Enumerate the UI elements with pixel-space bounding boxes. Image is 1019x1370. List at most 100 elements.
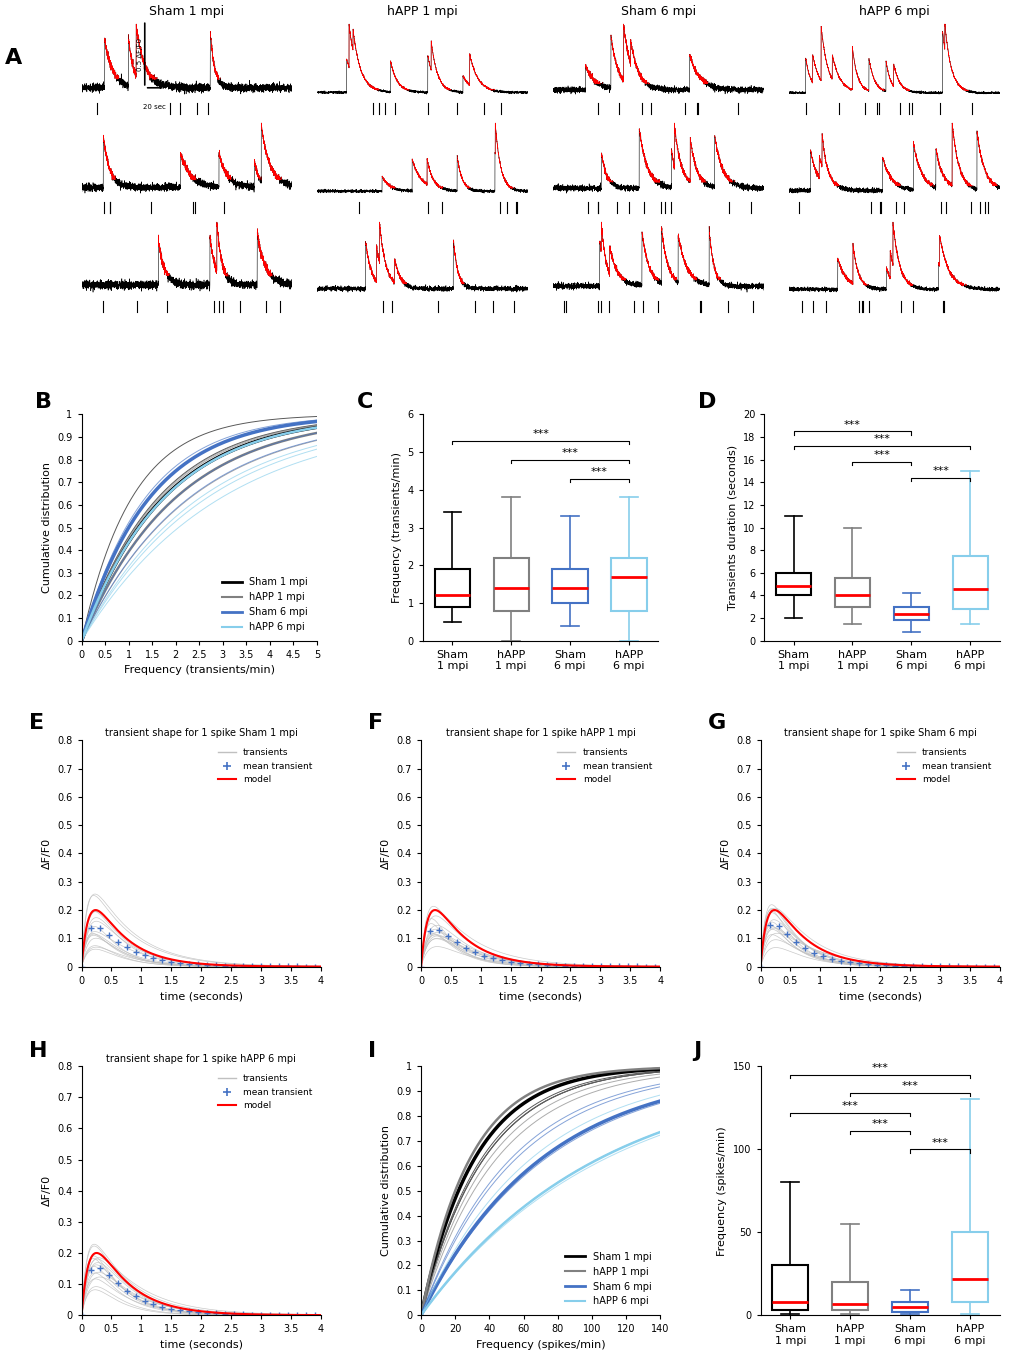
model	[926, 958, 938, 974]
Text: ***: ***	[871, 1119, 888, 1129]
model	[833, 948, 845, 964]
Y-axis label: Transients duration (seconds): Transients duration (seconds)	[727, 445, 737, 610]
PathPatch shape	[893, 607, 928, 621]
Y-axis label: ΔF/F0: ΔF/F0	[719, 838, 730, 869]
mean transient	[933, 958, 946, 974]
mean transient	[531, 956, 543, 973]
PathPatch shape	[892, 1302, 927, 1312]
X-axis label: time (seconds): time (seconds)	[160, 1340, 243, 1349]
mean transient	[237, 958, 250, 974]
Title: transient shape for 1 spike hAPP 6 mpi: transient shape for 1 spike hAPP 6 mpi	[106, 1054, 296, 1064]
mean transient	[309, 959, 321, 975]
mean transient	[612, 958, 625, 974]
mean transient	[441, 927, 453, 944]
mean transient	[898, 958, 910, 974]
model	[653, 959, 665, 975]
mean transient	[853, 955, 865, 971]
mean transient	[523, 955, 535, 971]
Y-axis label: ΔF/F0: ΔF/F0	[42, 1175, 52, 1206]
mean transient	[120, 940, 132, 956]
PathPatch shape	[552, 569, 587, 603]
Legend: transients, mean transient, model: transients, mean transient, model	[214, 1071, 316, 1114]
Text: G: G	[707, 714, 726, 733]
mean transient	[924, 958, 936, 974]
mean transient	[183, 955, 196, 971]
mean transient	[762, 917, 774, 933]
Text: ***: ***	[841, 1101, 858, 1111]
mean transient	[540, 956, 552, 973]
mean transient	[879, 958, 892, 974]
mean transient	[477, 947, 489, 963]
mean transient	[75, 959, 88, 975]
Title: transient shape for 1 spike hAPP 1 mpi: transient shape for 1 spike hAPP 1 mpi	[445, 727, 635, 738]
mean transient	[450, 934, 463, 951]
model	[154, 948, 166, 964]
mean transient	[951, 958, 963, 974]
Legend: Sham 1 mpi, hAPP 1 mpi, Sham 6 mpi, hAPP 6 mpi: Sham 1 mpi, hAPP 1 mpi, Sham 6 mpi, hAPP…	[561, 1248, 654, 1310]
mean transient	[504, 954, 517, 970]
model	[170, 952, 182, 969]
PathPatch shape	[610, 558, 646, 611]
model	[415, 959, 427, 975]
model	[905, 958, 917, 974]
model	[444, 915, 457, 932]
Title: hAPP 1 mpi: hAPP 1 mpi	[387, 5, 458, 18]
mean transient	[139, 947, 151, 963]
model	[249, 958, 261, 974]
mean transient	[415, 959, 427, 975]
Legend: Sham 1 mpi, hAPP 1 mpi, Sham 6 mpi, hAPP 6 mpi: Sham 1 mpi, hAPP 1 mpi, Sham 6 mpi, hAPP…	[218, 574, 312, 636]
Y-axis label: Cumulative distribution: Cumulative distribution	[381, 1125, 390, 1256]
Title: transient shape for 1 spike Sham 6 mpi: transient shape for 1 spike Sham 6 mpi	[783, 727, 975, 738]
PathPatch shape	[493, 558, 528, 611]
Legend: transients, mean transient, model: transients, mean transient, model	[214, 745, 316, 788]
PathPatch shape	[834, 578, 869, 607]
Text: F: F	[368, 714, 383, 733]
model	[250, 958, 262, 974]
Text: ***: ***	[532, 429, 548, 440]
mean transient	[147, 949, 159, 966]
mean transient	[558, 958, 571, 974]
Text: A: A	[5, 48, 22, 68]
mean transient	[790, 934, 802, 951]
mean transient	[943, 958, 955, 974]
mean transient	[129, 944, 142, 960]
Text: C: C	[357, 392, 373, 412]
Line: mean transient: mean transient	[757, 922, 996, 970]
mean transient	[246, 958, 258, 974]
Text: ***: ***	[561, 448, 578, 458]
Text: ***: ***	[590, 467, 607, 477]
X-axis label: time (seconds): time (seconds)	[838, 992, 920, 1001]
mean transient	[460, 940, 472, 956]
mean transient	[273, 958, 285, 974]
mean transient	[630, 958, 642, 974]
Y-axis label: Frequency (spikes/min): Frequency (spikes/min)	[716, 1126, 727, 1255]
Text: ***: ***	[931, 466, 949, 475]
mean transient	[799, 940, 811, 956]
Title: hAPP 6 mpi: hAPP 6 mpi	[858, 5, 928, 18]
Line: model: model	[760, 910, 999, 967]
Text: ***: ***	[930, 1137, 948, 1148]
mean transient	[978, 959, 990, 975]
Text: 0.5 ΔF/F0: 0.5 ΔF/F0	[137, 37, 143, 71]
mean transient	[754, 959, 766, 975]
mean transient	[290, 958, 303, 974]
mean transient	[960, 958, 972, 974]
model	[754, 959, 766, 975]
model	[849, 952, 861, 969]
mean transient	[603, 958, 615, 974]
Text: B: B	[35, 392, 52, 412]
model	[75, 959, 88, 975]
X-axis label: time (seconds): time (seconds)	[160, 992, 243, 1001]
mean transient	[987, 959, 1000, 975]
mean transient	[621, 958, 633, 974]
mean transient	[576, 958, 588, 974]
Line: model: model	[421, 910, 659, 967]
Title: transient shape for 1 spike Sham 1 mpi: transient shape for 1 spike Sham 1 mpi	[105, 727, 298, 738]
Text: ***: ***	[871, 1063, 888, 1073]
mean transient	[201, 956, 213, 973]
Legend: transients, mean transient, model: transients, mean transient, model	[893, 745, 995, 788]
mean transient	[514, 955, 526, 971]
PathPatch shape	[952, 556, 986, 610]
Line: mean transient: mean transient	[78, 925, 318, 970]
Text: ***: ***	[901, 1081, 917, 1091]
